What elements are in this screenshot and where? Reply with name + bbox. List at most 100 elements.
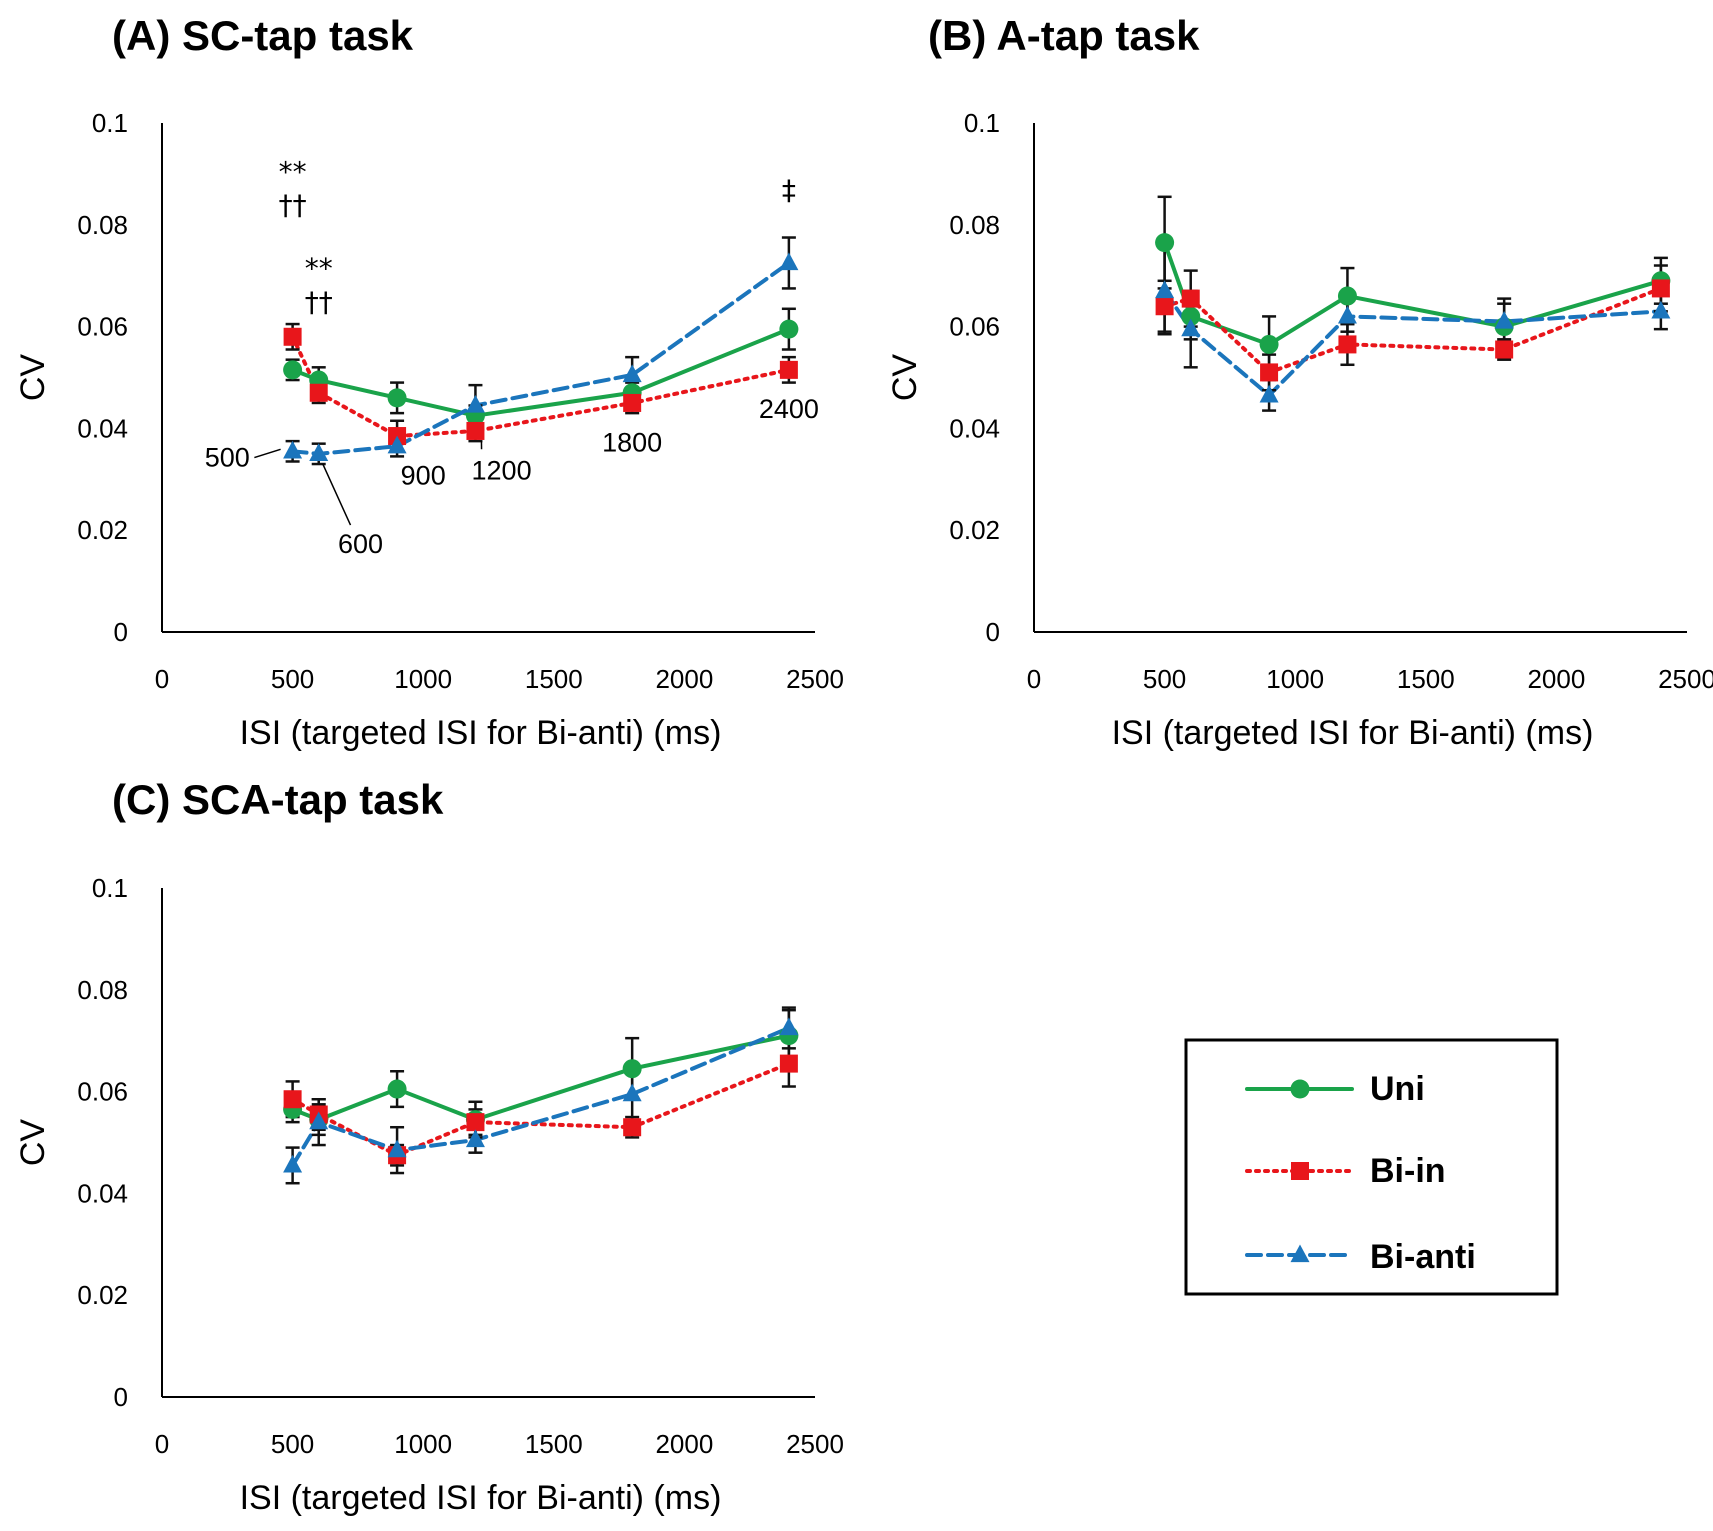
panel-a-xlabel: ISI (targeted ISI for Bi-anti) (ms) [240, 714, 722, 752]
panel-a-ylabel: CV [14, 354, 52, 402]
panel-c-point-bi-in [283, 1090, 302, 1109]
panel-a-line-bi-in [290, 334, 791, 439]
panel-a-leader-600 [322, 463, 352, 526]
panel-c-xtick-label: 2500 [786, 1429, 844, 1459]
panel-b-line-uni [1162, 240, 1663, 347]
panel-c-point-bi-in [623, 1118, 642, 1137]
panel-a-xtick-label: 1000 [394, 664, 452, 694]
panel-c-point-bi-anti [387, 1139, 407, 1158]
panel-a-point-bi-anti [309, 443, 329, 461]
panel-b-ytick-label: 0.04 [949, 413, 1000, 443]
panel-b-xtick-label: 2000 [1527, 664, 1585, 694]
panel-a-isi-label: 900 [401, 460, 446, 490]
panel-c-point-bi-anti [309, 1111, 329, 1130]
panel-b-line-bi-anti [1162, 288, 1663, 398]
panel-b-point-bi-in [1651, 279, 1670, 298]
panel-c-ytick-label: 0.06 [77, 1077, 128, 1107]
panel-a-xtick-label: 2500 [786, 664, 844, 694]
legend-marker-bi-anti [1290, 1244, 1310, 1263]
legend-marker-bi-in [1291, 1162, 1309, 1180]
legend-items: Uni Bi-in Bi-anti [1245, 1070, 1476, 1276]
panel-a-point-uni [283, 360, 303, 380]
panel-b-ylabel: CV [886, 354, 924, 402]
panel-c-line-bi-in [290, 1061, 791, 1158]
panel-b-xtick-label: 1000 [1266, 664, 1324, 694]
panel-a-xtick-label: 500 [271, 664, 314, 694]
panel-b-xlabel: ISI (targeted ISI for Bi-anti) (ms) [1112, 714, 1594, 752]
panel-b-point-bi-anti [1259, 384, 1279, 403]
panel-a-point-bi-anti [465, 394, 485, 413]
panel-a-sc-tap: (A) SC-tap task 0 0.02 0.04 0.06 0.08 0.1 0 500… [14, 12, 844, 752]
panel-b-point-uni [1181, 306, 1201, 326]
panel-a-ytick-label: 0.04 [77, 413, 128, 443]
panel-c-point-bi-anti [779, 1017, 799, 1036]
panel-a-point-bi-in [779, 360, 798, 379]
panel-a-isi-label: 1200 [472, 455, 532, 485]
legend: Uni Bi-in Bi-anti [1184, 1038, 1559, 1296]
panel-a-ytick-label: 0.08 [77, 210, 128, 240]
panel-b-ytick-label: 0 [986, 617, 1000, 647]
panel-b-point-bi-anti [1155, 280, 1175, 299]
panel-c-ytick-label: 0.08 [77, 975, 128, 1005]
panel-c-xlabel: ISI (targeted ISI for Bi-anti) (ms) [240, 1479, 722, 1517]
panel-a-point-bi-in [623, 393, 642, 412]
panel-c-ylabel: CV [14, 1119, 52, 1167]
panel-c-ytick-label: 0.04 [77, 1178, 128, 1208]
panel-a-xtick-label: 2000 [655, 664, 713, 694]
panel-a-point-bi-in [283, 327, 302, 346]
panel-c-xtick-label: 0 [155, 1429, 169, 1459]
panel-b-xtick-label: 2500 [1658, 664, 1713, 694]
panel-c-xtick-label: 1000 [394, 1429, 452, 1459]
panel-a-line-uni [290, 327, 791, 418]
panel-c-ytick-label: 0.02 [77, 1280, 128, 1310]
panel-a-ytick-label: 0 [114, 617, 128, 647]
panel-a-point-bi-anti [283, 440, 303, 459]
legend-label-uni: Uni [1370, 1070, 1425, 1108]
panel-c-xtick-label: 2000 [655, 1429, 713, 1459]
panel-b-title: (B) A-tap task [928, 12, 1200, 59]
panel-a-isi-label: 600 [338, 529, 383, 559]
panel-c-point-uni [622, 1059, 642, 1079]
panel-a-ytick-label: 0.02 [77, 515, 128, 545]
panel-b-point-uni [1337, 286, 1357, 306]
panel-a-significance-mark: †† [305, 285, 333, 318]
panel-c-point-bi-in [466, 1113, 485, 1132]
panel-c-point-bi-anti [622, 1083, 642, 1102]
panel-c-xtick-label: 500 [271, 1429, 314, 1459]
panel-a-point-bi-anti [779, 252, 799, 271]
panel-b-point-uni [1259, 334, 1279, 354]
panel-c-ytick-label: 0 [114, 1382, 128, 1412]
panel-a-significance-mark: ‡ [782, 173, 796, 206]
panel-b-point-bi-in [1181, 289, 1200, 308]
panel-a-plot: 0 0.02 0.04 0.06 0.08 0.1 0 500 1000 1500 2000 2500… [14, 108, 844, 752]
panel-c-line-uni [290, 1033, 791, 1122]
panel-a-isi-label: 1800 [602, 427, 662, 457]
panel-c-sca-tap: (C) SCA-tap task 0 0.02 0.04 0.06 0.08 0.1 0 50… [14, 776, 844, 1517]
legend-label-bi-anti: Bi-anti [1370, 1238, 1476, 1276]
panel-b-plot: 0 0.02 0.04 0.06 0.08 0.1 0 500 1000 1500 2000 2500… [886, 108, 1713, 752]
panel-b-point-bi-anti [1337, 305, 1357, 324]
panel-a-leader-500 [254, 448, 281, 459]
panel-a-ytick-label: 0.1 [92, 108, 128, 138]
panel-b-point-bi-anti [1494, 310, 1514, 329]
panel-b-point-bi-in [1155, 297, 1174, 316]
legend-frame [1184, 1038, 1559, 1296]
panel-a-significance-mark: ** [305, 252, 333, 285]
legend-marker-uni [1290, 1079, 1310, 1099]
panel-c-point-bi-anti [283, 1154, 303, 1173]
panel-b-point-bi-in [1260, 363, 1279, 382]
panel-c-point-bi-anti [465, 1129, 485, 1148]
panel-b-xtick-label: 0 [1027, 664, 1041, 694]
panel-b-xtick-label: 500 [1143, 664, 1186, 694]
panel-c-point-bi-in [779, 1054, 798, 1073]
panel-a-isi-label: 2400 [759, 394, 819, 424]
panel-b-point-bi-anti [1181, 318, 1201, 337]
panel-a-xtick-label: 0 [155, 664, 169, 694]
panel-a-significance-mark: †† [279, 189, 307, 222]
panel-c-xtick-label: 1500 [525, 1429, 583, 1459]
panel-c-point-uni [387, 1079, 407, 1099]
panel-a-point-uni [779, 319, 799, 339]
panel-a-point-uni [387, 388, 407, 408]
panel-b-point-bi-in [1495, 340, 1514, 359]
